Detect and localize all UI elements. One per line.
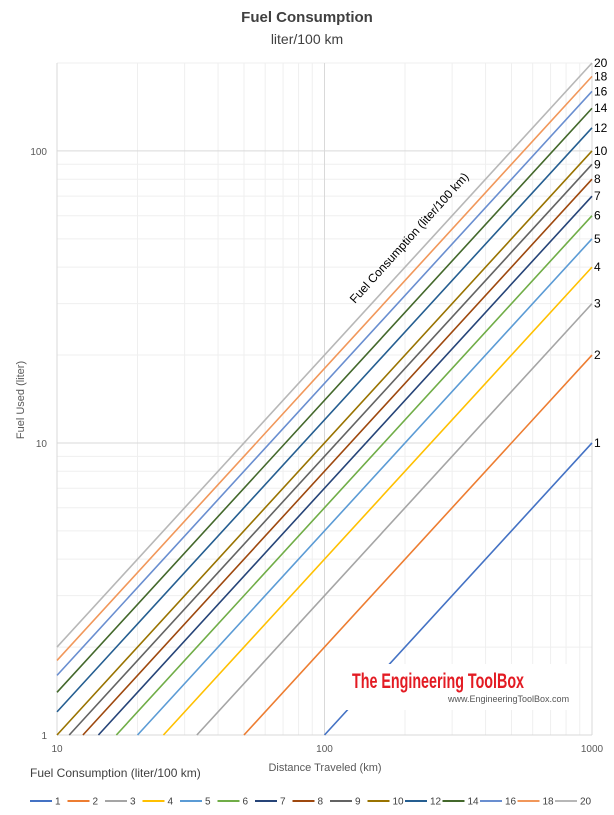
series-line-9 [68, 163, 593, 736]
series-line-7 [97, 195, 593, 736]
legend-label: 7 [280, 797, 286, 808]
legend-label: 3 [130, 797, 136, 808]
series-line-3 [196, 303, 593, 736]
legend-item-2: 2 [67, 797, 99, 808]
legend-item-12: 12 [405, 797, 442, 808]
series-line-5 [136, 238, 593, 736]
series-end-label-14: 14 [594, 101, 608, 115]
legend-item-1: 1 [30, 797, 61, 808]
series-line-10 [56, 150, 593, 736]
legend-item-6: 6 [217, 797, 249, 808]
series-end-label-8: 8 [594, 172, 601, 186]
x-tick-label: 1000 [581, 744, 604, 755]
legend-item-9: 9 [330, 797, 361, 808]
legend-item-4: 4 [142, 797, 174, 808]
legend-label: 1 [55, 797, 61, 808]
series-line-18 [56, 75, 593, 661]
series-line-20 [56, 62, 593, 648]
series-line-6 [115, 215, 593, 736]
x-axis-label: Distance Traveled (km) [268, 762, 381, 774]
legend-item-10: 10 [367, 797, 405, 808]
legend-label: 9 [355, 797, 361, 808]
series-end-label-3: 3 [594, 297, 601, 311]
fuel-consumption-annotation: Fuel Consumption (liter/100 km) [347, 170, 472, 306]
legend-label: 4 [168, 797, 174, 808]
x-tick-label: 10 [51, 744, 63, 755]
legend-item-8: 8 [292, 797, 324, 808]
x-tick-label: 100 [316, 744, 333, 755]
series-end-label-2: 2 [594, 348, 601, 362]
series-end-label-20: 20 [594, 56, 608, 70]
watermark-brand: The Engineering ToolBox [352, 670, 524, 693]
legend-label: 12 [430, 797, 442, 808]
legend-item-14: 14 [442, 797, 480, 808]
legend-title: Fuel Consumption (liter/100 km) [30, 766, 201, 780]
legend-label: 20 [580, 797, 592, 808]
watermark-url: www.EngineeringToolBox.com [447, 694, 569, 704]
y-tick-label: 1 [41, 731, 47, 742]
series-end-label-1: 1 [594, 436, 601, 450]
series-end-label-5: 5 [594, 232, 601, 246]
y-tick-labels: 1 10 100 [30, 147, 47, 742]
legend-label: 2 [93, 797, 99, 808]
series-end-label-4: 4 [594, 260, 601, 274]
watermark-background [346, 664, 574, 710]
series-end-label-9: 9 [594, 157, 601, 171]
watermark-logo: The Engineering ToolBox www.EngineeringT… [346, 664, 574, 710]
legend: 1 2 3 4 5 6 7 8 9 10 12 14 16 18 20 [30, 797, 592, 808]
series-line-4 [162, 266, 593, 736]
y-tick-label: 100 [30, 147, 47, 158]
legend-item-5: 5 [180, 797, 211, 808]
chart-subtitle: liter/100 km [271, 31, 343, 47]
x-tick-labels: 10 100 1000 [51, 744, 603, 755]
legend-item-20: 20 [555, 797, 592, 808]
legend-label: 5 [205, 797, 211, 808]
chart-title: Fuel Consumption [241, 9, 373, 26]
legend-label: 18 [543, 797, 555, 808]
legend-label: 14 [468, 797, 480, 808]
legend-item-16: 16 [480, 797, 517, 808]
series-end-label-16: 16 [594, 84, 608, 98]
legend-item-3: 3 [105, 797, 136, 808]
legend-label: 16 [505, 797, 517, 808]
y-axis-label: Fuel Used (liter) [15, 361, 27, 439]
series-line-2 [243, 354, 593, 736]
legend-label: 8 [318, 797, 324, 808]
series-line-14 [56, 107, 593, 693]
legend-item-18: 18 [517, 797, 555, 808]
series-lines [56, 62, 593, 736]
y-tick-label: 10 [36, 439, 48, 450]
series-end-label-7: 7 [594, 189, 601, 203]
series-line-8 [82, 178, 593, 736]
legend-label: 6 [243, 797, 249, 808]
series-end-label-18: 18 [594, 69, 608, 83]
legend-item-7: 7 [255, 797, 286, 808]
series-line-12 [56, 127, 593, 713]
series-line-16 [56, 90, 593, 676]
legend-label: 10 [393, 797, 405, 808]
series-end-label-6: 6 [594, 209, 601, 223]
series-end-label-10: 10 [594, 144, 608, 158]
series-end-label-12: 12 [594, 121, 608, 135]
